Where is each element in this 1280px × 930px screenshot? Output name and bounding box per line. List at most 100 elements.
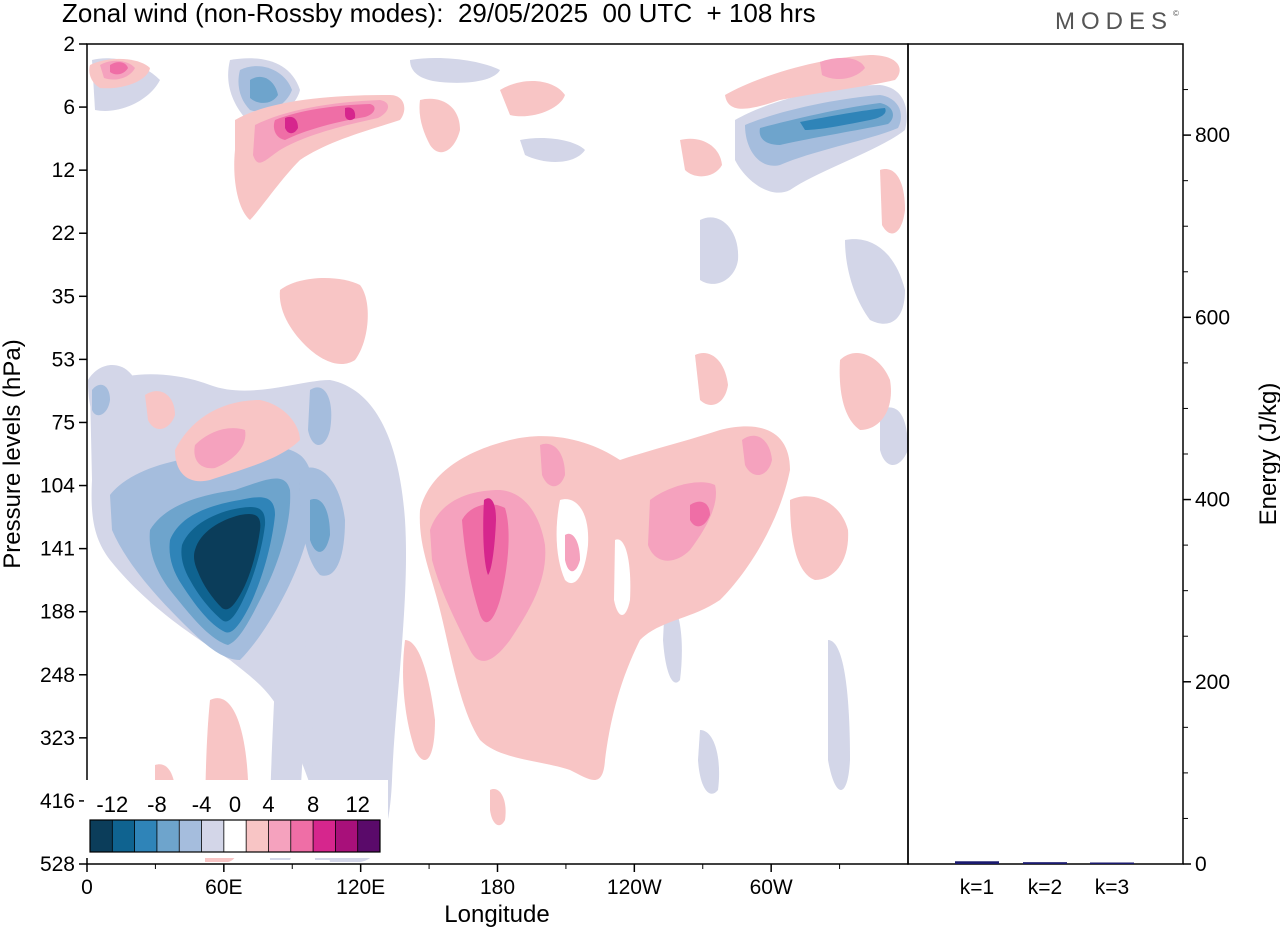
longitude-axis: 0 60E 120E 180 120W 60W: [81, 864, 841, 899]
energy-tick-label: 200: [1195, 671, 1230, 694]
y-tick-label: 12: [52, 159, 75, 182]
x-tick-label: 120E: [336, 876, 385, 899]
colorbar-label: 0: [229, 792, 241, 817]
contour-neg-2-upper-mid: [410, 58, 500, 83]
contour-pos-2-r2: [680, 138, 722, 177]
colorbar-frame: [89, 819, 381, 853]
y-tick-label: 416: [40, 790, 75, 813]
colorbar-swatch: [90, 820, 113, 852]
y-tick-label: 248: [40, 664, 75, 687]
colorbar-label: 12: [345, 792, 369, 817]
contour-pos-6-ul: [110, 62, 128, 75]
contour-pos-2-mid-strat: [500, 80, 565, 117]
contour-neg-4-upper-strip: [308, 387, 332, 445]
contour-neg-4-left-small: [92, 384, 110, 416]
energy-bar: [955, 861, 999, 864]
contour-pos-4-mid2: [565, 533, 580, 572]
colorbar-swatch: [201, 820, 225, 852]
y-tick-label: 323: [40, 727, 75, 750]
energy-panel-frame: [907, 43, 1184, 865]
colorbar-label: 4: [262, 792, 274, 817]
energy-axis: 0 200 400 600 800: [1183, 89, 1230, 876]
colorbar-swatch: [179, 820, 203, 852]
energy-tick-label: 400: [1195, 489, 1230, 512]
contour-pos-2-gap: [490, 789, 506, 826]
chart-title: Zonal wind (non-Rossby modes): 29/05/202…: [62, 0, 816, 28]
colorbar-swatch: [357, 820, 381, 852]
contour-neg-6-upper: [250, 76, 278, 103]
contour-pos-2-left-mid: [145, 391, 175, 430]
energy-category-label: k=1: [960, 876, 994, 899]
y-tick-label: 6: [63, 96, 75, 119]
colorbar-swatch: [246, 820, 269, 852]
x-axis-title: Longitude: [444, 901, 549, 928]
colorbar-swatch: [223, 820, 247, 852]
contour-pos-2-mid-r: [695, 353, 728, 405]
heatmap-area: [88, 55, 908, 862]
colorbar-swatch: [268, 820, 292, 852]
contour-pos-8: [483, 498, 496, 575]
x-tick-label: 60W: [750, 876, 793, 899]
colorbar-swatch: [335, 820, 359, 852]
y-tick-label: 141: [40, 538, 75, 561]
contour-pos-2-right-up: [839, 352, 891, 430]
contour-pos-4-right2: [742, 435, 772, 476]
contour-pos-2-right: [790, 496, 849, 580]
contour-pos-2-right-strat: [880, 169, 905, 234]
y-tick-label: 35: [52, 285, 75, 308]
x-tick-label: 120W: [607, 876, 662, 899]
energy-bar: [1090, 862, 1134, 864]
modes-logo-mark: ©: [1173, 9, 1179, 18]
contour-neg-6-strip: [310, 499, 330, 552]
x-tick-label: 0: [81, 876, 93, 899]
contour-pos-4-ur: [820, 57, 865, 80]
contour-neg-8-right: [800, 108, 886, 130]
colorbar-swatch: [112, 820, 136, 852]
colorbar-label: -8: [147, 792, 167, 817]
contour-gap-2: [614, 539, 631, 615]
colorbar-swatch: [290, 820, 314, 852]
contour-pos-8-strat2: [345, 107, 356, 121]
y-axis-title: Pressure levels (hPa): [0, 339, 26, 568]
energy-category-label: k=2: [1028, 876, 1062, 899]
contour-neg-2-right-low2: [698, 730, 720, 794]
modes-logo-text: MODES: [1055, 8, 1174, 35]
pressure-axis: 2 6 12 22 35 53 75 104 141 188 248 323 416 528: [40, 33, 87, 876]
contour-pos-4-top: [540, 443, 565, 487]
energy-bars: k=1 k=2 k=3: [955, 861, 1134, 899]
contour-pos-2-35: [279, 278, 368, 365]
energy-category-label: k=3: [1095, 876, 1129, 899]
contour-neg-2-right-edge: [880, 407, 908, 465]
y-tick-label: 104: [40, 475, 75, 498]
colorbar-swatch: [156, 820, 180, 852]
contour-neg-12: [194, 513, 261, 610]
energy-tick-label: 800: [1195, 124, 1230, 147]
contour-neg-2-right-strat: [700, 217, 739, 284]
contour-pos-4-ml: [194, 428, 246, 469]
y-tick-label: 528: [40, 853, 75, 876]
modes-logo: MODES©: [1055, 8, 1179, 36]
colorbar-label: -12: [96, 792, 128, 817]
colorbar-swatch: [313, 820, 336, 852]
colorbar-swatch: [134, 820, 158, 852]
colorbar-label: -4: [192, 792, 212, 817]
y-tick-label: 75: [52, 411, 75, 434]
energy-tick-label: 600: [1195, 306, 1230, 329]
colorbar-label: 8: [307, 792, 319, 817]
contour-neg-2-upper-mid2: [520, 138, 585, 162]
y-tick-label: 22: [52, 222, 75, 245]
x-tick-label: 180: [480, 876, 515, 899]
contour-pos-2-mid-strat2: [419, 98, 460, 153]
colorbar: -12 -8 -4 0 4 8 12: [84, 780, 388, 858]
contour-neg-2-right-low: [828, 640, 850, 790]
y-tick-label: 53: [52, 348, 75, 371]
contour-neg-2-right-mid: [845, 239, 905, 324]
energy-axis-title: Energy (J/kg): [1255, 383, 1280, 526]
contour-pos-6-r: [690, 501, 710, 527]
contour-pos-8-strat: [285, 116, 298, 134]
y-tick-label: 188: [40, 601, 75, 624]
y-tick-label: 2: [63, 33, 75, 56]
energy-tick-label: 0: [1195, 853, 1207, 876]
energy-bar: [1023, 862, 1067, 864]
